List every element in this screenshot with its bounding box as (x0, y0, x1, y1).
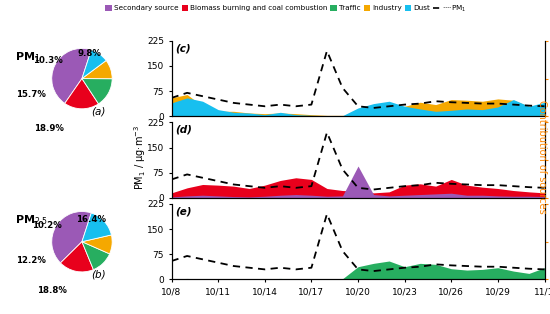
Text: 10.3%: 10.3% (33, 57, 63, 66)
Text: 16.4%: 16.4% (76, 215, 106, 224)
Text: 45.4%: 45.4% (48, 115, 82, 125)
Text: PM$_{2.5}$: PM$_{2.5}$ (15, 213, 48, 227)
Wedge shape (82, 61, 112, 79)
Wedge shape (65, 78, 98, 109)
Wedge shape (82, 235, 112, 254)
Text: (a): (a) (91, 107, 106, 117)
Text: 15.7%: 15.7% (15, 90, 46, 100)
Wedge shape (82, 213, 112, 242)
Wedge shape (52, 48, 91, 103)
Text: (e): (e) (175, 206, 192, 216)
Wedge shape (60, 242, 94, 272)
Text: 9.8%: 9.8% (78, 49, 101, 58)
Text: PM$_1$: PM$_1$ (15, 50, 41, 64)
Text: 42.4%: 42.4% (48, 278, 82, 288)
Legend: Secondary source, Biomass burning and coal combustion, Traffic, Industry, Dust, : Secondary source, Biomass burning and co… (102, 1, 470, 16)
Wedge shape (82, 78, 112, 104)
Text: 18.8%: 18.8% (37, 286, 67, 295)
Text: (b): (b) (91, 270, 106, 280)
Text: Contribution of sources: Contribution of sources (537, 100, 547, 214)
Wedge shape (82, 242, 109, 270)
Text: 10.2%: 10.2% (31, 221, 62, 230)
Wedge shape (52, 212, 91, 263)
Wedge shape (82, 50, 106, 78)
Text: (c): (c) (175, 43, 191, 53)
Text: (d): (d) (175, 125, 192, 135)
Text: PM$_1$ / μg·m$^{-3}$: PM$_1$ / μg·m$^{-3}$ (133, 124, 148, 190)
Text: 18.9%: 18.9% (34, 124, 64, 133)
Text: 12.2%: 12.2% (15, 256, 46, 265)
